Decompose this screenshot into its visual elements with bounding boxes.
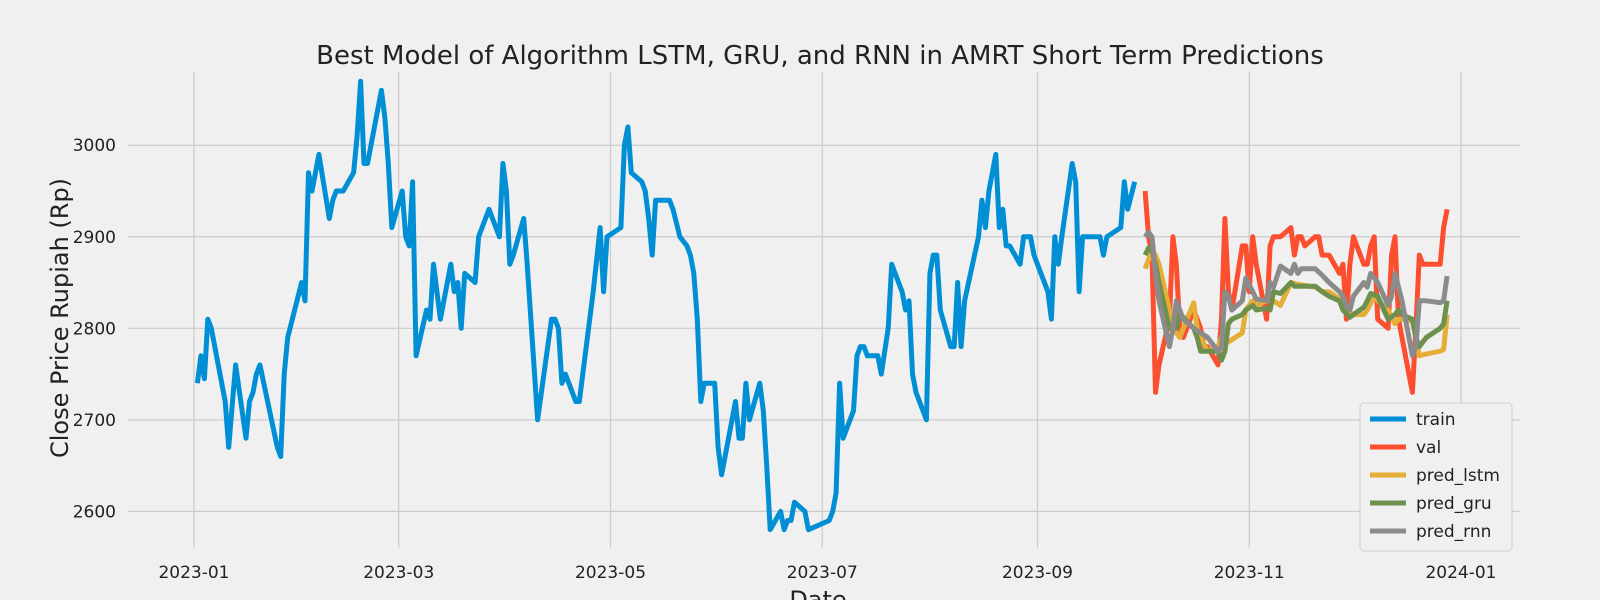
x-tick-label: 2023-05 (575, 563, 646, 583)
x-tick-label: 2023-01 (158, 563, 229, 583)
x-tick-label: 2023-09 (1002, 563, 1073, 583)
grid (128, 72, 1520, 548)
chart-title: Best Model of Algorithm LSTM, GRU, and R… (316, 41, 1324, 71)
legend-label-train: train (1416, 410, 1456, 430)
x-tick-label: 2023-11 (1214, 563, 1285, 583)
y-axis: 2600 2700 2800 2900 3000 (73, 136, 116, 522)
y-tick-label: 2800 (73, 319, 116, 339)
y-tick-label: 2600 (73, 502, 116, 522)
x-axis: 2023-01 2023-03 2023-05 2023-07 2023-09 2023-… (158, 563, 1496, 583)
legend-label-val: val (1416, 438, 1441, 458)
y-tick-label: 2700 (73, 411, 116, 431)
x-tick-label: 2023-07 (787, 563, 858, 583)
legend-label-pred-lstm: pred_lstm (1416, 466, 1500, 486)
y-tick-label: 2900 (73, 228, 116, 248)
series-group (194, 78, 1450, 533)
x-axis-label: Date (789, 586, 846, 600)
series-line-train (194, 78, 1138, 533)
legend: train val pred_lstm pred_gru pred_rnn (1359, 402, 1513, 552)
x-tick-label: 2023-03 (363, 563, 434, 583)
y-tick-label: 3000 (73, 136, 116, 156)
x-tick-label: 2024-01 (1425, 563, 1496, 583)
legend-label-pred-gru: pred_gru (1416, 494, 1492, 514)
y-axis-label: Close Price Rupiah (Rp) (46, 178, 74, 458)
series-line-pred-rnn (1143, 229, 1450, 359)
legend-label-pred-rnn: pred_rnn (1416, 522, 1491, 542)
legend-box (1359, 402, 1513, 552)
